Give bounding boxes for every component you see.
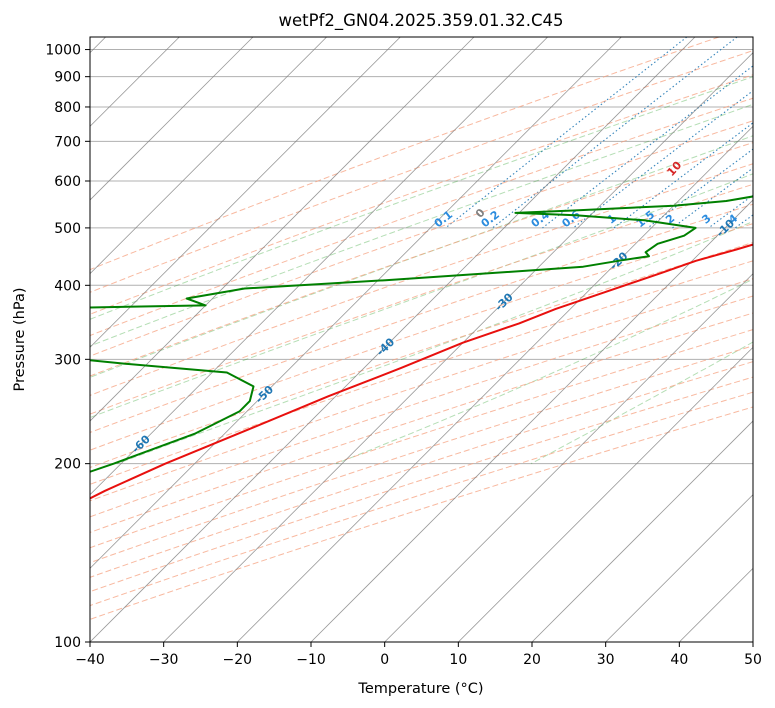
y-tick-label: 800 (54, 100, 81, 116)
y-tick-label: 400 (54, 278, 81, 294)
isotherm-line (310, 199, 753, 642)
x-tick-label: 30 (597, 652, 615, 668)
isotherm-line (90, 37, 401, 348)
plot-frame (89, 36, 754, 643)
y-tick-label: 900 (54, 70, 81, 86)
plot-background (90, 37, 753, 642)
isotherm-line (90, 37, 327, 275)
dewpoint-profile-line (90, 195, 753, 473)
dry-adiabat-line (90, 163, 753, 396)
dry-adiabat-line (90, 391, 753, 607)
isotherm-line (90, 37, 254, 201)
dry-adiabat-line (90, 329, 753, 549)
dry-adiabat-line (90, 37, 720, 271)
dry-adiabat-line (90, 74, 753, 315)
sounding-profiles (90, 195, 753, 500)
dry-adiabat-line (90, 142, 753, 377)
x-tick-label: 10 (449, 652, 467, 668)
moist-adiabat-line (90, 76, 753, 320)
moist-adiabat-line (90, 135, 753, 378)
x-tick-label: −10 (296, 652, 326, 668)
y-axis-title: Pressure (hPa) (12, 287, 28, 391)
x-tick-label: −20 (223, 652, 253, 668)
dry-adiabat-line (90, 345, 753, 564)
y-tick-label: 600 (54, 174, 81, 190)
y-tick-label: 300 (54, 352, 81, 368)
dry-adiabat-line (90, 97, 753, 337)
isotherm-line (605, 494, 753, 642)
dry-adiabat-line (90, 50, 753, 293)
dry-adiabat-line (90, 278, 753, 502)
moist-adiabat-line (90, 173, 753, 419)
y-tick-label: 500 (54, 221, 81, 237)
isotherm-line (90, 37, 475, 422)
isotherm-line (458, 346, 753, 642)
x-tick-label: −30 (149, 652, 179, 668)
isotherm-line (384, 273, 753, 642)
x-axis-title: Temperature (°C) (357, 681, 483, 697)
mixing-ratio-line (672, 167, 753, 229)
x-tick-label: 40 (670, 652, 688, 668)
x-tick-label: 0 (380, 652, 389, 668)
x-axis-ticks: −40 −30 −20 −10 0 10 20 30 40 50 (75, 642, 762, 668)
chart-title: wetPf2_GN04.2025.359.01.32.C45 (279, 11, 564, 31)
dry-adiabat-line (90, 241, 753, 469)
isotherm-line (237, 125, 753, 642)
isotherm-line (531, 420, 753, 642)
temperature-profile-line (90, 243, 753, 500)
y-tick-label: 700 (54, 134, 81, 150)
y-tick-label: 100 (54, 635, 81, 651)
mixing-ratio-line (542, 65, 753, 229)
x-tick-label: 50 (744, 652, 762, 668)
y-axis-ticks: 100 200 300 400 500 600 700 800 900 1000 (45, 43, 90, 651)
x-tick-label: −40 (75, 652, 105, 668)
dry-adiabat-line (90, 295, 753, 518)
dry-adiabat-line (90, 376, 753, 593)
isotherms (90, 37, 753, 642)
isotherm-line (90, 37, 548, 496)
dry-adiabat-line (90, 183, 753, 415)
mixing-ratio-line (572, 90, 753, 229)
dry-adiabat-line (90, 203, 753, 433)
x-tick-label: 20 (523, 652, 541, 668)
isotherm-line (90, 37, 696, 642)
isotherm-line (90, 37, 622, 569)
isotherm-line (163, 52, 753, 642)
y-tick-label: 1000 (45, 43, 81, 59)
y-tick-label: 200 (54, 457, 81, 473)
